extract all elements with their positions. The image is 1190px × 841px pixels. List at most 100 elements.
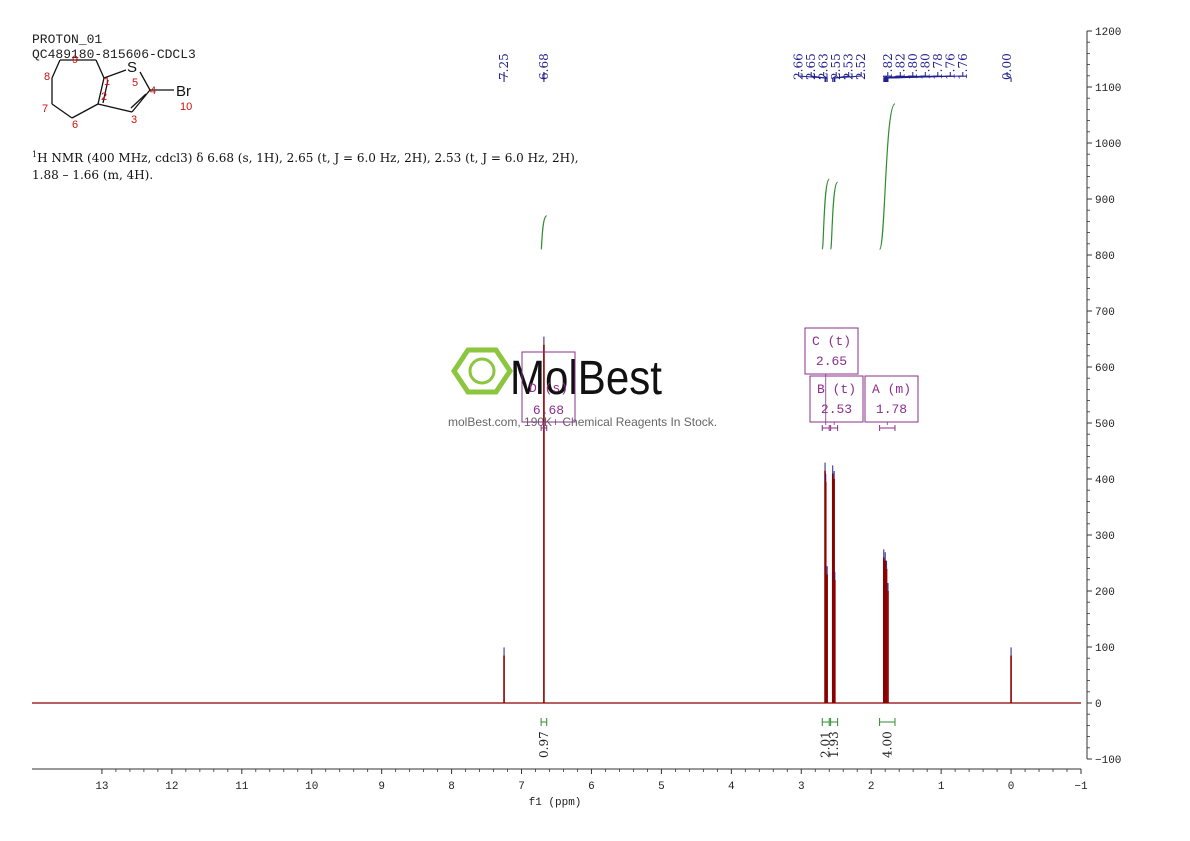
x-tick-label: 2 bbox=[868, 781, 875, 793]
multiplet-shift: 2.53 bbox=[821, 402, 852, 417]
nmr-description-line1: 1H NMR (400 MHz, cdcl3) δ 6.68 (s, 1H), … bbox=[32, 150, 579, 165]
peak-label-leader bbox=[834, 72, 862, 82]
multiplet-range bbox=[540, 425, 548, 431]
peak-label: 2.52 bbox=[854, 53, 868, 80]
y-tick-label: 700 bbox=[1095, 307, 1115, 319]
multiplet-box bbox=[521, 351, 576, 423]
peak-label-leader bbox=[810, 72, 827, 82]
multiplet-box bbox=[804, 327, 859, 375]
x-tick-label: 3 bbox=[798, 781, 805, 793]
x-tick-label: 12 bbox=[165, 781, 178, 793]
multiplet-range bbox=[821, 425, 830, 431]
multiplet-label: B (t) bbox=[817, 382, 856, 397]
peak-label: 2.65 bbox=[804, 53, 818, 80]
y-tick-label: 800 bbox=[1095, 251, 1115, 263]
y-tick-label: 500 bbox=[1095, 419, 1115, 431]
x-tick-label: 7 bbox=[518, 781, 525, 793]
watermark-logo-icon bbox=[450, 347, 514, 395]
atom-index-5: 5 bbox=[132, 77, 138, 89]
atom-index-2: 2 bbox=[101, 91, 107, 103]
multiplet-shift: 2.65 bbox=[816, 354, 847, 369]
peak-label: 1.76 bbox=[956, 53, 970, 80]
integral-bracket bbox=[830, 718, 839, 726]
peak-label-leader bbox=[798, 72, 826, 82]
integral-bracket bbox=[540, 718, 548, 726]
atom-index-6: 6 bbox=[72, 119, 78, 131]
atom-index-1: 1 bbox=[104, 76, 110, 88]
integral-value: 4.00 bbox=[880, 731, 894, 758]
y-tick-label: 100 bbox=[1095, 643, 1115, 655]
x-tick-label: 1 bbox=[938, 781, 945, 793]
peak-label: 2.55 bbox=[829, 53, 843, 80]
integral-curve bbox=[879, 103, 896, 250]
peak-label: 7.25 bbox=[497, 53, 511, 80]
peak-label-leader bbox=[832, 72, 837, 82]
y-tick-label: 1000 bbox=[1095, 139, 1121, 151]
integral-value: 0.97 bbox=[537, 731, 551, 758]
y-tick-label: 1200 bbox=[1095, 27, 1121, 39]
multiplet-label: C (t) bbox=[812, 334, 851, 349]
sample-title-line1: PROTON_01 bbox=[32, 32, 102, 47]
integral-value: 2.01 bbox=[819, 731, 833, 758]
plot-layer: 13 12 11 10 9 8 7 6 5 4 3 2 1 0 −112001100100090080070… bbox=[32, 27, 1121, 793]
x-tick-label: 5 bbox=[658, 781, 665, 793]
integral-bracket bbox=[879, 718, 896, 726]
integral-curve bbox=[830, 181, 839, 250]
x-axis-label: f1 (ppm) bbox=[529, 797, 582, 809]
multiplet-range bbox=[830, 425, 839, 431]
atom-index-4: 4 bbox=[150, 85, 156, 97]
peak-label: 1.82 bbox=[893, 53, 907, 80]
y-tick-label: 200 bbox=[1095, 587, 1115, 599]
nmr-description-line2: 1.88 – 1.66 (m, 4H). bbox=[32, 168, 153, 182]
atom-index-7: 7 bbox=[42, 103, 48, 115]
peak-label: 1.78 bbox=[931, 53, 945, 80]
peak-label-leader bbox=[883, 72, 889, 82]
peak-label-leader bbox=[887, 72, 964, 82]
y-tick-label: −100 bbox=[1095, 755, 1121, 767]
peak-label: 2.53 bbox=[842, 53, 856, 80]
multiplet-box bbox=[809, 375, 864, 423]
integral-curve bbox=[821, 178, 830, 250]
x-tick-label: 9 bbox=[378, 781, 385, 793]
atom-index-9: 9 bbox=[72, 54, 78, 66]
multiplet-label: D (s) bbox=[529, 381, 568, 396]
multiplet-box bbox=[864, 375, 919, 423]
peak-label: 1.80 bbox=[906, 53, 920, 80]
peak-label: 2.63 bbox=[817, 53, 831, 80]
watermark-brand: MolBest bbox=[510, 352, 662, 405]
y-tick-label: 1100 bbox=[1095, 83, 1121, 95]
x-tick-label: 0 bbox=[1008, 781, 1015, 793]
y-tick-label: 300 bbox=[1095, 531, 1115, 543]
integral-value: 1.93 bbox=[827, 731, 841, 758]
x-tick-label: 11 bbox=[235, 781, 249, 793]
x-tick-label: 13 bbox=[95, 781, 108, 793]
chemical-structure bbox=[51, 59, 174, 119]
y-tick-label: 0 bbox=[1095, 699, 1102, 711]
atom-index-3: 3 bbox=[131, 114, 137, 126]
integral-curve bbox=[540, 215, 548, 250]
x-tick-label: 4 bbox=[728, 781, 735, 793]
watermark: MolBest molBest.com, 190K+ Chemical Reag… bbox=[448, 347, 717, 429]
peak-label: 1.80 bbox=[918, 53, 932, 80]
x-tick-label: 8 bbox=[448, 781, 455, 793]
peak-label: 2.66 bbox=[792, 53, 806, 80]
peak-label: 0.00 bbox=[1000, 53, 1014, 80]
watermark-tagline: molBest.com, 190K+ Chemical Reagents In … bbox=[448, 415, 717, 429]
x-tick-label: 6 bbox=[588, 781, 595, 793]
y-tick-label: 400 bbox=[1095, 475, 1115, 487]
nmr-description-line1-text: H NMR (400 MHz, cdcl3) δ 6.68 (s, 1H), 2… bbox=[37, 151, 579, 165]
peak-label: 1.82 bbox=[881, 53, 895, 80]
peak-label: 1.76 bbox=[943, 53, 957, 80]
atom-index-8: 8 bbox=[44, 71, 50, 83]
nmr-description-sup: 1 bbox=[32, 150, 37, 159]
peak-label-leader bbox=[1006, 72, 1012, 82]
multiplet-shift: 1.78 bbox=[876, 402, 907, 417]
sample-title-line2: QC489180-815606-CDCL3 bbox=[32, 47, 196, 62]
peak-label: 6.68 bbox=[537, 53, 551, 80]
atom-s: S bbox=[127, 59, 137, 76]
y-tick-label: 600 bbox=[1095, 363, 1115, 375]
integral-bracket bbox=[821, 718, 830, 726]
multiplet-shift: 6.68 bbox=[533, 403, 564, 418]
atom-br: Br bbox=[176, 83, 191, 100]
